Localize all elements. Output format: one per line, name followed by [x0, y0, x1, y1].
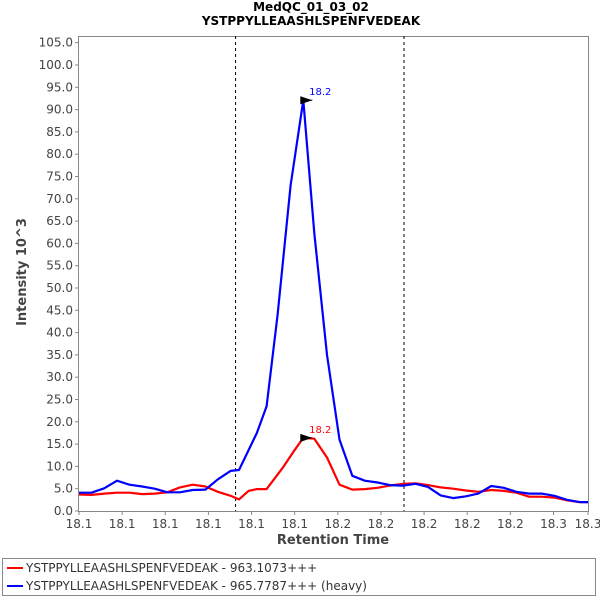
- legend-item-heavy: YSTPPYLLEAASHLSPENFVEDEAK - 965.7787+++ …: [7, 578, 367, 594]
- y-tick-label: 85.0: [46, 125, 73, 139]
- chromatogram-chart: MedQC_01_03_02 YSTPPYLLEAASHLSPENFVEDEAK…: [15, 0, 600, 548]
- y-tick-label: 10.0: [46, 459, 73, 473]
- y-tick-label: 30.0: [46, 370, 73, 384]
- chart-subtitle: YSTPPYLLEAASHLSPENFVEDEAK: [201, 14, 421, 28]
- y-axis-ticks: 0.0 5.0 10.0 15.0 20.0 25.0 30.0 35.0 40.0 45.0 50…: [39, 36, 79, 518]
- y-tick-label: 45.0: [46, 303, 73, 317]
- legend-label: YSTPPYLLEAASHLSPENFVEDEAK - 963.1073+++: [26, 561, 318, 575]
- legend-swatch-blue: [7, 585, 23, 587]
- series-lines: [78, 99, 588, 504]
- y-tick-label: 40.0: [46, 326, 73, 340]
- x-tick-label: 18.1: [152, 517, 179, 531]
- x-tick-label: 18.2: [324, 517, 351, 531]
- integration-bounds: [235, 36, 405, 511]
- y-tick-label: 60.0: [46, 236, 73, 250]
- peak-label: 18.2: [309, 87, 331, 98]
- y-tick-label: 65.0: [46, 214, 73, 228]
- x-tick-label: 18.1: [109, 517, 136, 531]
- y-tick-label: 95.0: [46, 80, 73, 94]
- x-tick-label: 18.2: [411, 517, 438, 531]
- legend-swatch-red: [7, 567, 23, 569]
- y-tick-label: 50.0: [46, 281, 73, 295]
- x-tick-label: 18.2: [368, 517, 395, 531]
- y-axis-label: Intensity 10^3: [15, 218, 30, 326]
- x-tick-label: 18.3: [540, 517, 567, 531]
- x-axis-label: Retention Time: [277, 533, 389, 548]
- y-tick-label: 80.0: [46, 147, 73, 161]
- x-tick-label: 18.1: [195, 517, 222, 531]
- x-tick-label: 18.2: [454, 517, 481, 531]
- y-tick-label: 90.0: [46, 103, 73, 117]
- y-tick-label: 35.0: [46, 348, 73, 362]
- x-tick-label: 18.2: [497, 517, 524, 531]
- y-tick-label: 75.0: [46, 169, 73, 183]
- legend: YSTPPYLLEAASHLSPENFVEDEAK - 963.1073+++ …: [2, 558, 596, 596]
- y-tick-label: 55.0: [46, 259, 73, 273]
- x-tick-label: 18.1: [281, 517, 308, 531]
- legend-label: YSTPPYLLEAASHLSPENFVEDEAK - 965.7787+++ …: [26, 579, 367, 593]
- y-tick-label: 20.0: [46, 415, 73, 429]
- chart-title: MedQC_01_03_02: [253, 0, 369, 15]
- y-tick-label: 100.0: [39, 58, 73, 72]
- x-tick-label: 18.1: [66, 517, 93, 531]
- x-tick-label: 18.1: [238, 517, 265, 531]
- y-tick-label: 25.0: [46, 392, 73, 406]
- x-axis-ticks: 18.1 18.1 18.1 18.1 18.1 18.1 18.2 18.2 18.2 18.2…: [66, 511, 600, 531]
- y-tick-label: 5.0: [54, 482, 73, 496]
- peak-label: 18.2: [309, 425, 331, 436]
- y-tick-label: 70.0: [46, 192, 73, 206]
- plot-area: [78, 36, 589, 512]
- series-line-heavy: [79, 99, 588, 504]
- y-tick-label: 0.0: [54, 504, 73, 518]
- legend-item-light: YSTPPYLLEAASHLSPENFVEDEAK - 963.1073+++: [7, 560, 317, 576]
- x-tick-label: 18.3: [575, 517, 600, 531]
- peak-annotations: 18.2 18.2: [300, 87, 331, 442]
- y-tick-label: 105.0: [39, 36, 73, 50]
- y-tick-label: 15.0: [46, 437, 73, 451]
